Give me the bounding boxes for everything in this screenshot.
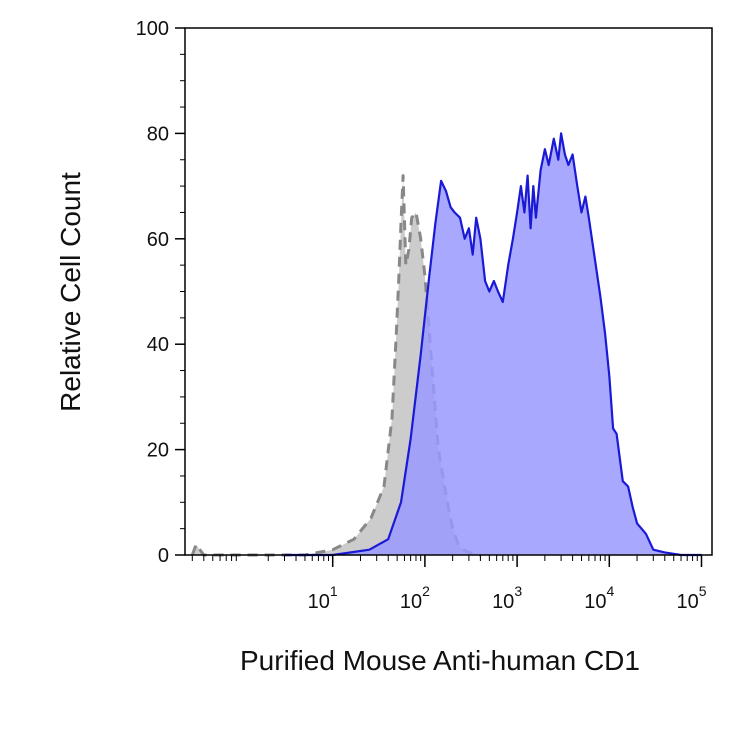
x-axis: 101 102 103 104 105 (191, 555, 707, 613)
x-tick-label: 102 (400, 583, 430, 613)
x-axis-title: Purified Mouse Anti-human CD1 (240, 645, 640, 676)
x-tick-label: 105 (676, 583, 706, 613)
x-tick-label: 104 (584, 583, 614, 613)
x-tick-label: 103 (492, 583, 522, 613)
x-tick-label: 101 (308, 583, 338, 613)
series-2-line (284, 132, 702, 557)
y-tick-label: 0 (158, 545, 169, 567)
y-tick-label: 80 (147, 123, 169, 145)
y-tick-label: 100 (136, 18, 169, 40)
y-tick-label: 40 (147, 334, 169, 356)
series-2-area (284, 133, 702, 555)
y-axis-title: Relative Cell Count (55, 172, 86, 412)
y-axis: 0 20 40 60 80 100 (136, 18, 185, 567)
series-layer (190, 132, 702, 557)
y-tick-label: 60 (147, 229, 169, 251)
y-tick-label: 20 (147, 440, 169, 462)
